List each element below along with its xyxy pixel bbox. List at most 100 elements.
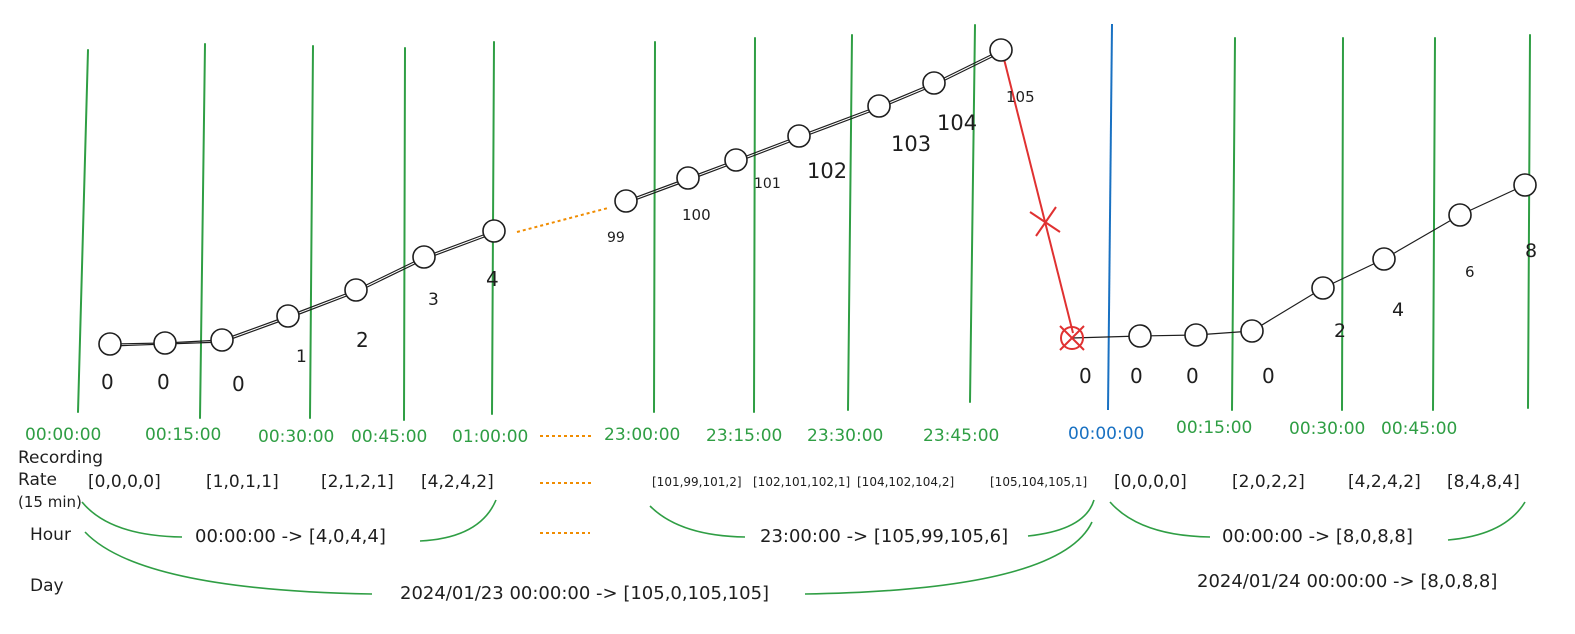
sample-point [1513,173,1537,197]
day-brace-left [84,531,373,595]
rate-bucket: [1,0,1,1] [206,472,279,492]
counter-value: 102 [807,159,848,183]
rate-bucket: [0,0,0,0] [1114,472,1187,492]
counter-value: 0 [1079,364,1092,388]
hour-brace-right [1447,501,1526,541]
time-label: 00:00:00 [25,425,102,445]
sample-point [153,331,177,355]
counter-value: 8 [1525,240,1538,262]
sample-point [344,278,368,302]
counter-value: 1 [296,347,307,367]
reset-transition [1002,54,1085,351]
sample-point [210,328,234,352]
time-label: 23:00:00 [604,425,681,445]
counter-line [109,49,1526,347]
counter-value: 0 [101,370,114,394]
grid-line [199,43,206,419]
grid-line [309,45,314,419]
counter-value: 2 [1334,320,1347,342]
sample-point [1128,324,1152,348]
grid-line [969,24,976,403]
rate-bucket: [4,2,4,2] [1348,472,1421,492]
counter-value: 103 [891,132,932,156]
counter-value: 4 [486,267,499,291]
rate-bucket: [8,4,8,4] [1447,472,1520,492]
sample-point [1372,247,1396,271]
counter-value: 0 [1130,364,1143,388]
sample-point [676,166,700,190]
sample-point [98,332,122,356]
sample-point [482,219,506,243]
rejected-line [1002,54,1074,334]
grid-line [1432,37,1436,411]
counter-value: 3 [428,290,439,310]
hour-brace-left [1109,501,1211,538]
sample-point [787,124,811,148]
counter-value: 0 [157,370,170,394]
sample-points [98,38,1537,356]
counter-value: 4 [1392,299,1405,321]
hour-brace-right [1027,499,1095,537]
hour-brace-left [81,501,183,538]
gap-line [516,207,609,233]
counter-value: 105 [1006,88,1035,106]
rate-bucket: [2,0,2,2] [1232,472,1305,492]
sample-point [724,148,748,172]
grid-line [403,47,406,421]
time-label: 00:30:00 [258,427,335,447]
counter-value: 101 [754,176,781,192]
counter-value: 104 [937,111,978,135]
sample-point [412,245,436,269]
hour-summary: 00:00:00 -> [4,0,4,4] [195,526,386,547]
counter-value: 100 [682,206,711,224]
hour-brace-left [649,505,746,538]
hour-summary: 23:00:00 -> [105,99,105,6] [760,526,1009,547]
rate-bucket: [4,2,4,2] [421,472,494,492]
rate-bucket: [2,1,2,1] [321,472,394,492]
hour-summary: 00:00:00 -> [8,0,8,8] [1222,526,1413,547]
grid-line [1527,34,1531,409]
gap-markers [516,207,609,534]
time-label: 00:30:00 [1289,419,1366,439]
rate-bucket: [104,102,104,2] [857,475,955,489]
counter-value: 6 [1465,263,1475,281]
grid-line [753,37,756,413]
time-label: 00:45:00 [1381,419,1458,439]
time-label: 01:00:00 [452,427,529,447]
rejected-point [1060,326,1084,350]
rate-bucket: [101,99,101,2] [652,475,742,489]
sample-point [1448,203,1472,227]
day-summary: 2024/01/24 00:00:00 -> [8,0,8,8] [1197,571,1498,592]
grid-line [847,34,853,411]
grid-line [77,49,89,413]
sample-point [614,189,638,213]
rate-bucket: [0,0,0,0] [88,472,161,492]
sample-point [922,71,946,95]
rejected-cross [1029,206,1061,237]
day-summary: 2024/01/23 00:00:00 -> [105,0,105,105] [400,583,770,604]
grid-line [1231,37,1236,411]
hour-brace-right [419,499,497,542]
time-label-day-boundary: 00:00:00 [1068,424,1145,444]
rate-bucket: [102,101,102,1] [753,475,851,489]
day-brace-right [804,521,1093,595]
counter-value: 0 [1262,364,1275,388]
time-label: 23:45:00 [923,426,1000,446]
grid-line [1341,37,1344,411]
grid-line [653,41,656,413]
row-label-hour: Hour [30,525,71,545]
sample-point [1184,323,1208,347]
day-divider-line [1107,23,1113,411]
time-label: 00:15:00 [1176,418,1253,438]
rate-bucket: [105,104,105,1] [990,475,1088,489]
time-label: 23:15:00 [706,426,783,446]
sample-point [1240,319,1264,343]
summary-braces [81,499,1526,595]
row-label-recording: Recording [18,448,104,468]
sample-point [1311,276,1335,300]
time-label: 23:30:00 [807,426,884,446]
sample-point [867,94,891,118]
sample-point [989,38,1013,62]
row-label-rate: Rate [18,470,57,490]
